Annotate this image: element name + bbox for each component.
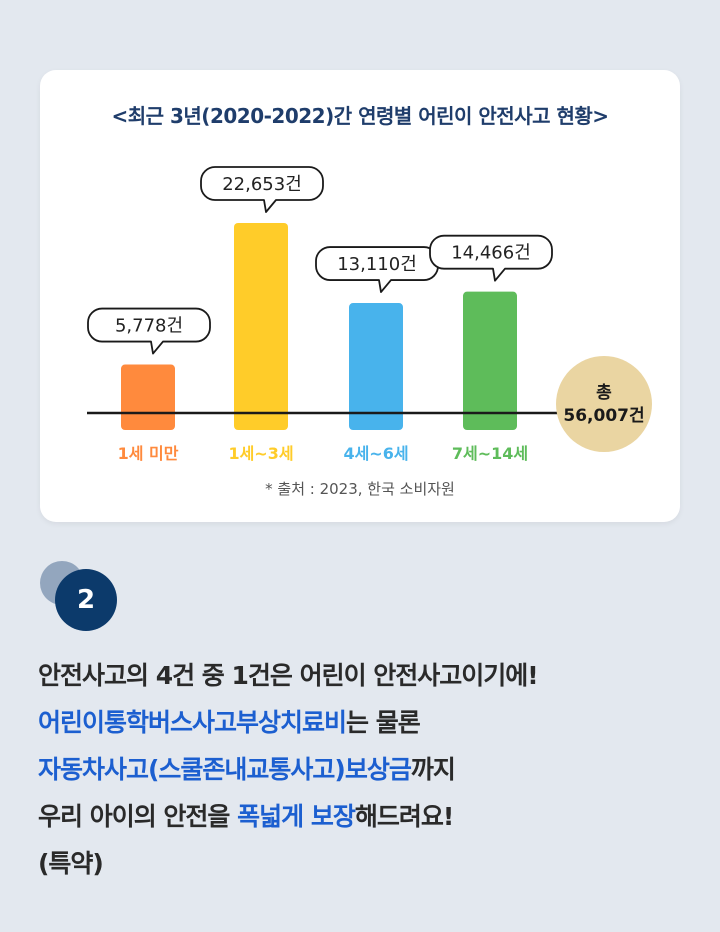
line3-highlight: 자동차사고(스쿨존내교통사고)보상금 xyxy=(38,755,412,784)
description-line-1: 안전사고의 4건 중 1건은 어린이 안전사고이기에! xyxy=(38,652,698,699)
description-line-3: 자동차사고(스쿨존내교통사고)보상금까지 xyxy=(38,746,698,793)
line2-text: 는 물론 xyxy=(346,708,421,737)
value-label-bubble xyxy=(200,166,324,213)
bar xyxy=(349,303,403,430)
category-label: 4세~6세 xyxy=(343,444,408,463)
bar-chart: 5,778건 1세 미만 22,653건 1세~3세 13,110건 4세~6세 14,46… xyxy=(87,166,652,463)
total-label: 총 xyxy=(596,383,612,403)
value-label-bubble xyxy=(429,234,553,282)
chart-title: <최근 3년(2020-2022)간 연령별 어린이 안전사고 현황> xyxy=(111,104,609,128)
value-label: 5,778건 xyxy=(115,316,183,337)
category-label: 7세~14세 xyxy=(452,444,528,463)
total-value: 56,007건 xyxy=(563,406,644,426)
step-number-badge: 2 xyxy=(55,569,117,631)
description-line-4: 우리 아이의 안전을 폭넓게 보장해드려요! xyxy=(38,793,698,840)
category-label: 1세~3세 xyxy=(228,444,293,463)
bar xyxy=(234,223,288,430)
value-label: 14,466건 xyxy=(451,243,531,264)
value-label: 13,110건 xyxy=(337,254,417,275)
line3-text: 까지 xyxy=(410,755,456,784)
line1-text: 안전사고의 4건 중 1건은 어린이 안전사고이기에! xyxy=(38,661,539,690)
chart-card xyxy=(40,70,680,522)
line4-text: 우리 아이의 안전을 xyxy=(38,802,238,831)
description: 안전사고의 4건 중 1건은 어린이 안전사고이기에! 어린이통학버스사고부상치… xyxy=(38,652,698,887)
bar xyxy=(463,291,517,430)
category-label: 1세 미만 xyxy=(118,444,179,463)
line4-text-end: 해드려요! xyxy=(354,802,454,831)
line5-text: (특약) xyxy=(38,849,104,878)
chart-source: * 출처 : 2023, 한국 소비자원 xyxy=(265,480,455,498)
bar xyxy=(121,364,175,430)
value-label: 22,653건 xyxy=(222,174,302,195)
description-line-2: 어린이통학버스사고부상치료비는 물론 xyxy=(38,699,698,746)
line2-highlight: 어린이통학버스사고부상치료비 xyxy=(38,708,347,737)
line4-highlight: 폭넓게 보장 xyxy=(237,802,356,831)
description-line-5: (특약) xyxy=(38,840,698,887)
value-label-bubble xyxy=(87,307,211,355)
total-circle xyxy=(556,356,652,452)
